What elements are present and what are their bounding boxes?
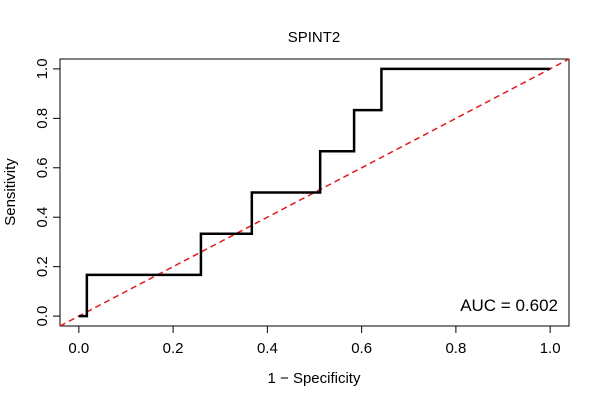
y-axis-title: Sensitivity [2, 158, 19, 226]
x-tick-label: 0.8 [445, 340, 466, 357]
y-tick-label: 0.2 [34, 256, 51, 277]
x-axis: 0.0 0.2 0.4 0.6 0.8 1.0 [68, 325, 561, 357]
y-axis: 0.0 0.2 0.4 0.6 0.8 1.0 [34, 58, 61, 327]
y-tick-label: 1.0 [34, 58, 51, 79]
chart-title: SPINT2 [288, 29, 341, 46]
x-tick-label: 0.2 [163, 340, 184, 357]
series-layer [59, 58, 570, 327]
x-axis-title: 1 − Specificity [268, 370, 361, 387]
y-tick-label: 0.6 [34, 157, 51, 178]
x-tick-label: 0.6 [351, 340, 372, 357]
y-tick-label: 0.4 [34, 207, 51, 228]
roc-curve-line [78, 67, 551, 318]
y-tick-label: 0.8 [34, 108, 51, 129]
auc-annotation: AUC = 0.602 [460, 296, 558, 315]
x-tick-label: 0.0 [68, 340, 89, 357]
y-tick-label: 0.0 [34, 306, 51, 327]
chance-diagonal-line [59, 58, 570, 327]
x-tick-label: 1.0 [540, 340, 561, 357]
x-tick-label: 0.4 [257, 340, 278, 357]
